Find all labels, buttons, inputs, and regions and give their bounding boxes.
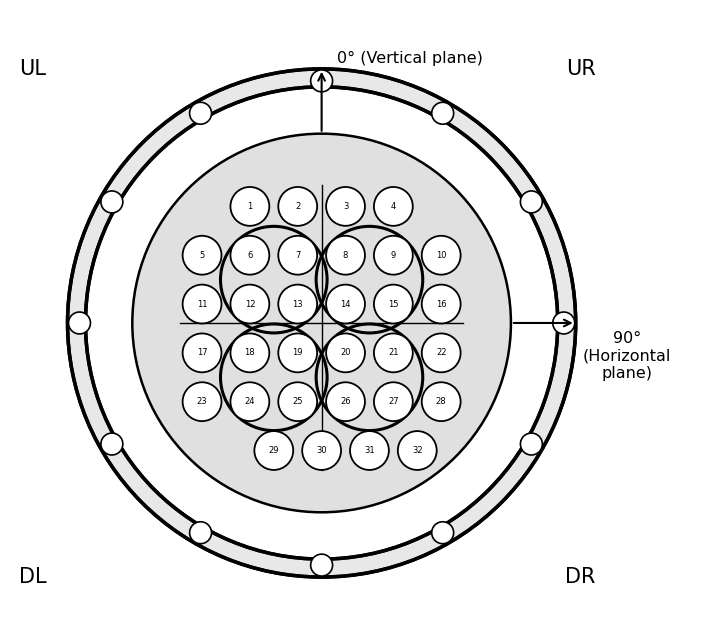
Circle shape [190, 102, 212, 124]
Text: 30: 30 [316, 446, 327, 455]
Text: 18: 18 [244, 349, 255, 357]
Circle shape [302, 431, 341, 470]
Circle shape [69, 312, 91, 334]
Circle shape [326, 333, 365, 372]
Circle shape [374, 285, 413, 324]
Circle shape [230, 236, 269, 275]
Text: 25: 25 [292, 398, 303, 406]
Text: 9: 9 [391, 251, 396, 259]
Circle shape [230, 382, 269, 421]
Circle shape [278, 382, 317, 421]
Circle shape [230, 285, 269, 324]
Circle shape [183, 285, 222, 324]
Text: 2: 2 [295, 202, 300, 211]
Circle shape [311, 70, 333, 92]
Text: 31: 31 [364, 446, 375, 455]
Circle shape [254, 431, 293, 470]
Circle shape [326, 187, 365, 226]
Circle shape [183, 333, 222, 372]
Circle shape [374, 236, 413, 275]
Text: 90°
(Horizontal
plane): 90° (Horizontal plane) [583, 331, 671, 381]
Text: 20: 20 [341, 349, 350, 357]
Text: 10: 10 [436, 251, 447, 259]
Text: 22: 22 [436, 349, 447, 357]
Text: 27: 27 [388, 398, 399, 406]
Circle shape [278, 187, 317, 226]
Text: DR: DR [566, 567, 596, 587]
Text: 24: 24 [245, 398, 255, 406]
Circle shape [432, 102, 454, 124]
Circle shape [350, 431, 389, 470]
Text: UL: UL [19, 59, 46, 79]
Text: UR: UR [566, 59, 595, 79]
Text: 32: 32 [412, 446, 423, 455]
Circle shape [374, 333, 413, 372]
Text: 13: 13 [292, 300, 303, 308]
Circle shape [553, 312, 575, 334]
Circle shape [183, 236, 222, 275]
Circle shape [432, 522, 454, 544]
Circle shape [326, 236, 365, 275]
Circle shape [101, 191, 123, 213]
Circle shape [326, 285, 365, 324]
Text: 14: 14 [341, 300, 350, 308]
Text: 5: 5 [200, 251, 205, 259]
Circle shape [230, 187, 269, 226]
Circle shape [520, 191, 542, 213]
Circle shape [190, 522, 212, 544]
Text: 0° (Vertical plane): 0° (Vertical plane) [336, 52, 482, 66]
Text: 26: 26 [341, 398, 351, 406]
Circle shape [520, 433, 542, 455]
Text: 19: 19 [292, 349, 303, 357]
Text: 6: 6 [247, 251, 253, 259]
Text: 8: 8 [343, 251, 348, 259]
Circle shape [101, 433, 123, 455]
Text: 7: 7 [295, 251, 300, 259]
Circle shape [422, 236, 461, 275]
Circle shape [374, 382, 413, 421]
Text: 3: 3 [343, 202, 348, 211]
Text: DL: DL [19, 567, 47, 587]
Text: 16: 16 [436, 300, 447, 308]
Text: 11: 11 [197, 300, 207, 308]
Circle shape [374, 187, 413, 226]
Circle shape [422, 382, 461, 421]
Text: 21: 21 [388, 349, 399, 357]
Circle shape [422, 285, 461, 324]
Circle shape [311, 554, 333, 576]
Circle shape [183, 382, 222, 421]
Text: 15: 15 [388, 300, 399, 308]
Circle shape [230, 333, 269, 372]
Text: 29: 29 [268, 446, 279, 455]
Text: 17: 17 [197, 349, 207, 357]
Circle shape [326, 382, 365, 421]
Text: 28: 28 [436, 398, 447, 406]
Text: 4: 4 [391, 202, 396, 211]
Circle shape [398, 431, 437, 470]
Circle shape [278, 236, 317, 275]
Circle shape [422, 333, 461, 372]
Circle shape [278, 285, 317, 324]
Text: 12: 12 [245, 300, 255, 308]
Circle shape [132, 134, 511, 512]
Circle shape [278, 333, 317, 372]
Text: 23: 23 [197, 398, 207, 406]
Text: 1: 1 [247, 202, 253, 211]
